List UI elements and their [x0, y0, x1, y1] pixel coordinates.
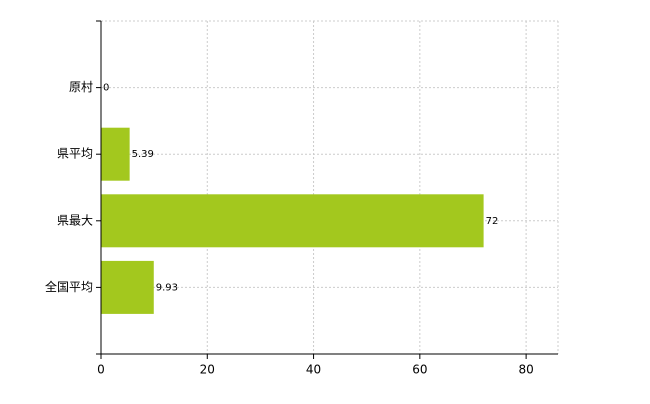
bar [101, 194, 484, 248]
x-tick-label: 80 [518, 363, 533, 377]
y-tick-label: 全国平均 [45, 279, 93, 294]
bar [101, 260, 154, 314]
value-label: 0 [103, 83, 109, 94]
y-tick-label: 県最大 [57, 213, 93, 227]
x-tick-label: 0 [97, 363, 105, 377]
value-label: 9.93 [156, 282, 178, 293]
y-tick-label: 原村 [69, 80, 93, 94]
value-label: 72 [486, 216, 499, 227]
x-tick-label: 40 [306, 363, 321, 377]
bar [101, 127, 130, 181]
value-label: 5.39 [132, 149, 154, 160]
y-tick-label: 県平均 [57, 147, 93, 161]
x-tick-label: 60 [412, 363, 427, 377]
x-tick-label: 20 [200, 363, 215, 377]
